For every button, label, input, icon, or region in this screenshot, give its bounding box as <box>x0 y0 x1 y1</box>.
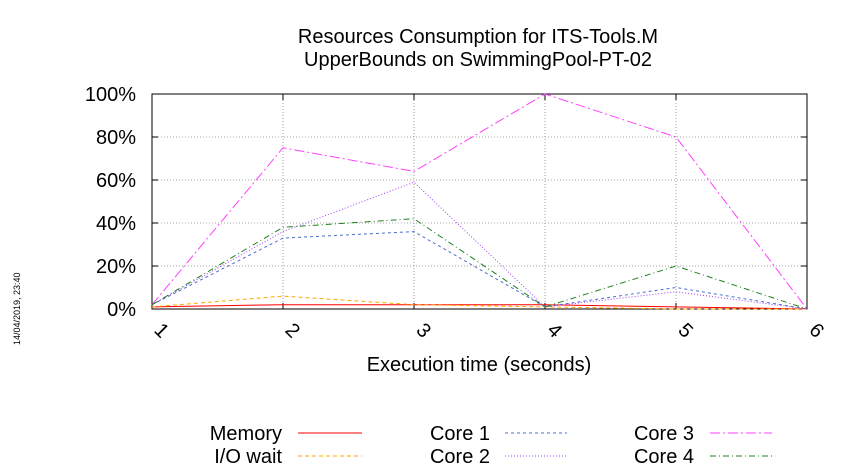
legend-label-3: Core 2 <box>430 446 490 468</box>
plot-frame <box>151 93 808 310</box>
chart-title-line-2: UpperBounds on SwimmingPool-PT-02 <box>304 49 652 71</box>
series-line-memory <box>151 304 808 310</box>
x-tick-label-2: 3 <box>412 319 435 342</box>
legend-label-1: I/O wait <box>214 446 282 468</box>
legend-label-4: Core 3 <box>634 423 694 445</box>
x-tick-label-4: 5 <box>674 319 697 342</box>
y-tick-label-5: 100% <box>85 84 136 106</box>
series-line-core-4 <box>151 218 808 310</box>
series-lines <box>151 93 808 310</box>
grid <box>152 94 807 309</box>
chart-title-line-1: Resources Consumption for ITS-Tools.M <box>298 26 658 48</box>
y-tick-label-1: 20% <box>96 256 136 278</box>
timestamp: 14/04/2019, 23:40 <box>12 272 22 345</box>
y-tick-label-0: 0% <box>107 299 136 321</box>
series-line-core-1 <box>151 231 808 310</box>
y-tick-label-3: 60% <box>96 170 136 192</box>
x-tick-label-3: 4 <box>543 319 566 342</box>
x-tick-label-1: 2 <box>281 319 304 342</box>
legend-label-0: Memory <box>210 423 282 445</box>
y-axis: 0% 20% 40% 60% 80% 100% <box>85 84 807 321</box>
x-tick-label-0: 1 <box>150 319 173 342</box>
y-tick-label-2: 40% <box>96 213 136 235</box>
series-line-core-3 <box>151 93 808 310</box>
series-line-core-2 <box>151 181 808 310</box>
y-tick-label-4: 80% <box>96 127 136 149</box>
x-axis-label: Execution time (seconds) <box>367 354 592 376</box>
legend-label-2: Core 1 <box>430 423 490 445</box>
x-tick-label-5: 6 <box>805 319 828 342</box>
series-line-i-o-wait <box>151 295 807 310</box>
legend-label-5: Core 4 <box>634 446 694 468</box>
